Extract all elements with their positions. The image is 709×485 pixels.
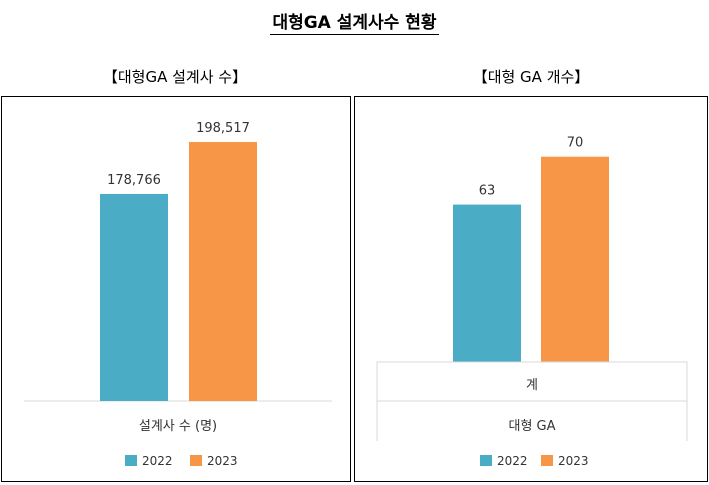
legend-label-2022: 2022 [497,454,528,468]
page-title: 대형GA 설계사수 현황 [270,13,439,35]
bar-2022 [453,204,521,362]
legend-swatch-2023 [190,455,202,466]
chart-planners: 178,766 198,517 설계사 수 (명) 2022 2023 [24,121,332,468]
legend-label-2023: 2023 [558,454,589,468]
panel-title-planners: 【대형GA 설계사 수】 [102,68,248,86]
data-label-2023: 70 [567,136,584,151]
legend-label-2023: 2023 [207,454,238,468]
legend-swatch-2022 [480,455,492,466]
bar-2023 [541,156,609,362]
legend-swatch-2023 [541,455,553,466]
category-label: 계 [526,378,538,393]
data-label-2023: 198,517 [196,121,250,136]
legend-swatch-2022 [125,455,137,466]
data-label-2022: 63 [479,184,496,199]
category-label: 설계사 수 (명) [139,419,217,434]
bar-2023 [189,142,257,402]
legend-label-2022: 2022 [142,454,173,468]
chart-panel-ga-count: 63 70 계 대형 GA 2022 2023 [354,96,708,482]
panel-title-ga-count: 【대형 GA 개수】 [472,68,590,86]
data-label-2022: 178,766 [107,173,161,188]
chart-ga-count: 63 70 계 대형 GA 2022 2023 [376,136,688,468]
category-group-label: 대형 GA [508,419,555,434]
bar-2022 [100,193,168,401]
chart-panel-planners: 178,766 198,517 설계사 수 (명) 2022 2023 [1,96,351,482]
